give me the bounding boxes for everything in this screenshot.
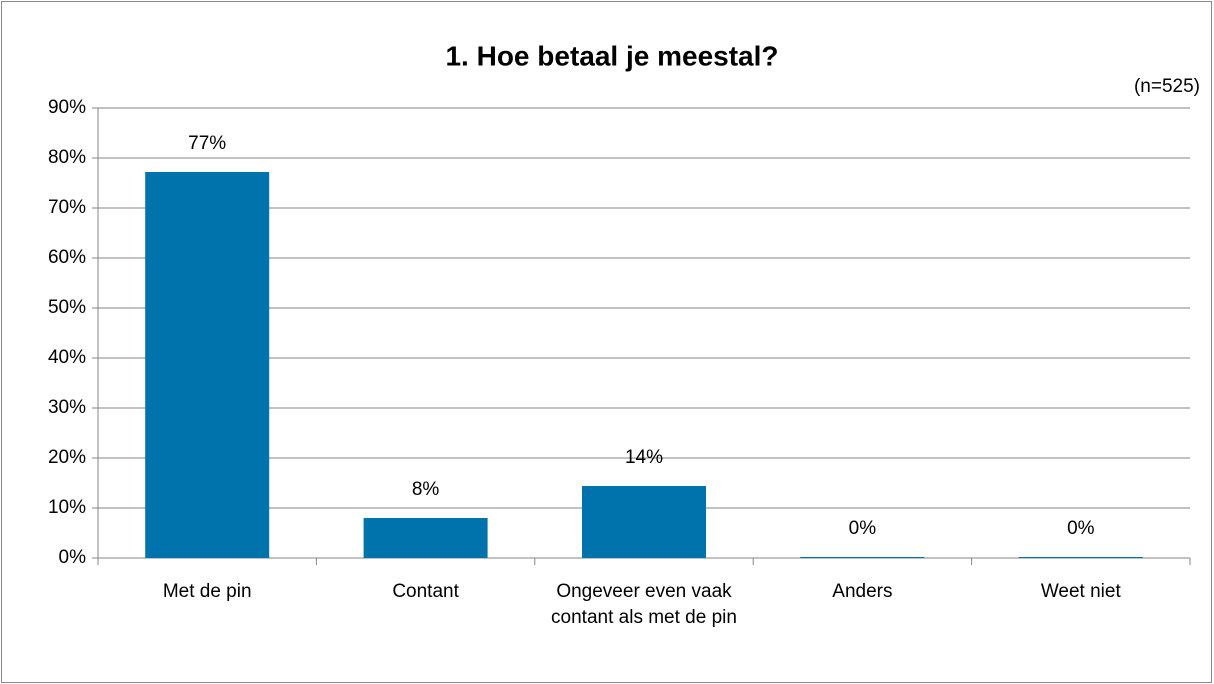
y-tick-label: 80% [48, 147, 86, 168]
chart-title: 1. Hoe betaal je meestal? [445, 40, 778, 71]
x-tick-label: Anders [832, 581, 893, 602]
x-tick-label: Ongeveer even vaak contant als met de pi… [551, 581, 737, 628]
x-tick-label: Weet niet [1040, 581, 1121, 602]
bar [145, 172, 270, 558]
y-tick-label: 10% [48, 497, 86, 518]
y-tick-label: 50% [48, 297, 86, 318]
bar [800, 557, 925, 558]
data-label: 14% [625, 447, 663, 468]
bar [582, 486, 706, 558]
y-tick-label: 20% [48, 447, 86, 468]
y-tick-label: 40% [48, 347, 86, 368]
data-label: 77% [188, 133, 226, 154]
y-tick-label: 60% [48, 247, 86, 268]
x-tick-label: Contant [392, 581, 459, 602]
x-tick-label: Met de pin [162, 581, 252, 602]
y-tick-label: 30% [48, 397, 86, 418]
data-label: 0% [849, 518, 877, 539]
y-tick-label: 0% [59, 547, 87, 568]
bar [363, 518, 488, 558]
bar [1018, 557, 1143, 558]
y-tick-label: 90% [48, 97, 86, 118]
data-label: 0% [1067, 518, 1095, 539]
y-tick-label: 70% [48, 197, 86, 218]
chart-subtitle: (n=525) [1134, 76, 1200, 97]
data-label: 8% [412, 479, 440, 500]
